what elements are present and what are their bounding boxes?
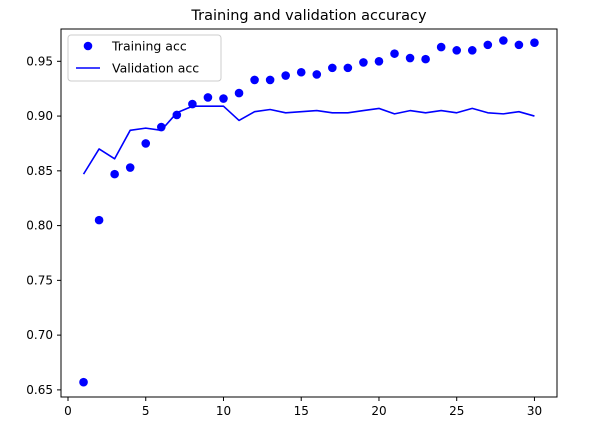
y-tick-label: 0.95 bbox=[26, 54, 53, 68]
legend: Training acc Validation acc bbox=[67, 34, 222, 82]
training-acc-point bbox=[125, 163, 135, 172]
training-acc-point bbox=[421, 54, 430, 64]
x-tick-label: 30 bbox=[527, 404, 542, 418]
x-tick-label: 10 bbox=[216, 404, 231, 418]
y-tick-label: 0.90 bbox=[26, 109, 53, 123]
training-acc-point bbox=[312, 70, 322, 79]
training-acc-point bbox=[234, 88, 244, 98]
legend-marker-swatch bbox=[83, 41, 93, 51]
validation-acc-line bbox=[82, 105, 535, 175]
training-acc-point bbox=[483, 40, 493, 50]
axes: 0 5 10 15 20 25 30 0.65 0.70 0.75 0.80 0.85 0.90 0.95 bbox=[26, 28, 558, 418]
training-acc-point bbox=[390, 49, 399, 58]
training-acc-point bbox=[436, 42, 446, 52]
x-tick-label: 15 bbox=[294, 404, 309, 418]
training-acc-point bbox=[172, 110, 182, 120]
training-acc-point bbox=[141, 139, 151, 148]
y-tick-label: 0.75 bbox=[26, 273, 53, 287]
series-training-acc bbox=[79, 36, 539, 387]
training-acc-point bbox=[343, 63, 353, 73]
training-acc-point bbox=[296, 67, 306, 77]
training-acc-point bbox=[156, 122, 166, 132]
y-tick-label: 0.65 bbox=[26, 383, 53, 397]
training-acc-point bbox=[328, 63, 337, 73]
series-layer bbox=[79, 36, 539, 387]
x-tick-label: 25 bbox=[449, 404, 464, 418]
x-tick-label: 5 bbox=[142, 404, 150, 418]
training-acc-point bbox=[219, 94, 228, 103]
training-acc-point bbox=[94, 215, 104, 225]
y-tick-label: 0.80 bbox=[26, 219, 53, 233]
legend-box bbox=[67, 34, 222, 82]
training-acc-point bbox=[530, 38, 539, 47]
training-acc-point bbox=[281, 71, 290, 80]
series-validation-acc bbox=[82, 105, 535, 175]
chart-title: Training and validation accuracy bbox=[190, 8, 427, 24]
training-acc-point bbox=[359, 58, 368, 67]
training-acc-point bbox=[514, 40, 524, 50]
y-tick-label: 0.70 bbox=[26, 328, 53, 342]
training-acc-point bbox=[499, 36, 508, 45]
training-acc-point bbox=[452, 46, 462, 55]
training-acc-point bbox=[405, 53, 415, 63]
training-acc-point bbox=[467, 46, 477, 55]
training-acc-point bbox=[265, 75, 275, 85]
plot-frame bbox=[60, 28, 558, 398]
legend-label: Validation acc bbox=[112, 61, 199, 76]
training-acc-point bbox=[374, 57, 384, 66]
x-tick-label: 0 bbox=[64, 404, 72, 418]
x-tick-label: 20 bbox=[371, 404, 386, 418]
training-acc-point bbox=[79, 377, 88, 387]
y-tick-label: 0.85 bbox=[26, 164, 53, 178]
training-acc-point bbox=[250, 75, 259, 85]
legend-label: Training acc bbox=[111, 39, 187, 54]
training-acc-point bbox=[203, 93, 213, 102]
training-acc-point bbox=[110, 169, 119, 179]
